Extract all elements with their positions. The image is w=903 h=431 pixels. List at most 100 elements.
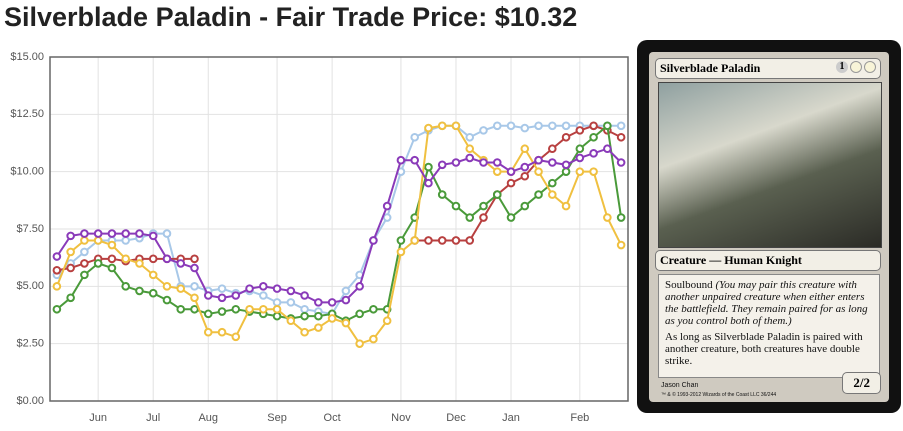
point (506, 178, 516, 188)
point (300, 291, 309, 300)
point (548, 121, 557, 131)
point (341, 295, 351, 305)
point (437, 121, 447, 131)
y-tick-label: $5.00 (16, 280, 44, 292)
point (286, 298, 296, 307)
ability: Soulbound (You may pair this creature wi… (665, 279, 873, 327)
mana-generic: 1 (836, 61, 848, 73)
point (217, 293, 227, 303)
point (217, 284, 227, 293)
point (259, 282, 268, 291)
point (217, 307, 227, 316)
point (534, 190, 543, 199)
point (575, 126, 585, 135)
mana-white (850, 61, 862, 73)
point (561, 201, 571, 211)
point (451, 201, 461, 211)
point (272, 311, 282, 321)
x-tick-label: Jun (89, 412, 107, 424)
point (561, 167, 571, 176)
point (231, 291, 241, 300)
point (286, 316, 296, 326)
keyword: Soulbound (665, 279, 713, 291)
card-name-bar: Silverblade Paladin 1 (655, 58, 881, 79)
point (203, 327, 213, 337)
point (561, 132, 571, 142)
point (616, 158, 626, 167)
rules-box: Soulbound (You may pair this creature wi… (658, 274, 880, 378)
x-tick-label: Aug (198, 412, 218, 424)
y-tick-label: $0.00 (16, 395, 44, 407)
y-tick-label: $10.00 (10, 166, 44, 178)
point (589, 132, 598, 142)
point (327, 298, 337, 307)
x-tick-label: Nov (391, 412, 411, 424)
point (93, 229, 103, 238)
point (616, 121, 626, 131)
point (355, 282, 364, 291)
point (162, 295, 172, 305)
card-frame: Silverblade Paladin 1 Creature — Human K… (649, 52, 889, 402)
rules-text: As long as Silverblade Paladin is paired… (665, 331, 863, 367)
x-tick-label: Jan (502, 412, 520, 424)
point (382, 213, 392, 222)
point (520, 123, 530, 133)
type-line: Creature — Human Knight (660, 253, 802, 267)
point (259, 291, 268, 300)
point (589, 121, 598, 131)
point (66, 231, 75, 241)
point (603, 144, 612, 154)
point (148, 288, 158, 298)
point (437, 160, 447, 170)
x-tick-label: Oct (324, 412, 341, 424)
point (148, 254, 158, 264)
artist: Jason Chan (661, 382, 699, 389)
point (162, 254, 172, 264)
card-type-bar: Creature — Human Knight (655, 250, 881, 271)
point (492, 167, 502, 176)
mana-white (864, 61, 876, 73)
point (506, 167, 516, 176)
point (492, 190, 502, 199)
point (410, 132, 419, 142)
point (534, 155, 543, 165)
point (520, 171, 530, 181)
point (369, 304, 378, 314)
point (300, 304, 309, 314)
point (231, 332, 241, 342)
point (603, 213, 612, 222)
point (107, 240, 117, 250)
point (548, 144, 557, 154)
point (534, 121, 543, 131)
point (52, 282, 62, 291)
point (80, 247, 89, 257)
point (135, 229, 144, 238)
point (410, 155, 419, 165)
point (148, 231, 158, 241)
point (479, 201, 488, 211)
point (52, 265, 62, 275)
point (203, 291, 213, 300)
point (190, 293, 199, 303)
point (424, 123, 433, 133)
card: Silverblade Paladin 1 Creature — Human K… (637, 40, 901, 413)
point (190, 263, 199, 273)
point (245, 304, 254, 314)
x-tick-label: Dec (446, 412, 466, 424)
point (107, 229, 117, 238)
point (121, 254, 130, 264)
point (465, 132, 475, 142)
point (534, 167, 543, 176)
point (80, 259, 89, 268)
point (575, 144, 585, 154)
point (465, 153, 475, 163)
point (520, 144, 530, 154)
point (479, 213, 488, 222)
point (382, 316, 392, 326)
card-name: Silverblade Paladin (660, 61, 761, 75)
point (52, 304, 62, 314)
point (506, 213, 516, 222)
point (190, 304, 199, 314)
point (603, 121, 612, 131)
point (190, 282, 199, 291)
